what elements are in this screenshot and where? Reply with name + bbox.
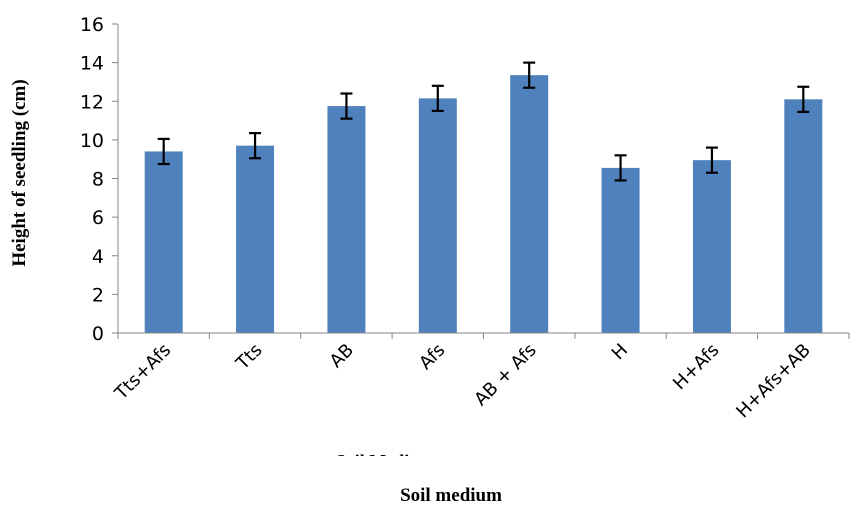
bar-2: [236, 145, 275, 333]
bar-5: [510, 75, 549, 333]
y-tick-label: 6: [92, 207, 104, 229]
x-tick-label: Tts: [232, 340, 267, 375]
x-tick-label: H+Afs: [669, 340, 723, 394]
bar-6: [601, 167, 640, 333]
y-tick-label: 14: [80, 53, 104, 75]
error-bars: [157, 61, 810, 182]
y-tick-label: 2: [92, 284, 104, 306]
y-tick-label: 0: [92, 323, 104, 345]
x-axis-ticks: Tts+Afs Tts AB Afs AB + Afs H H+Afs H+Afs+AB: [110, 333, 850, 423]
x-tick-label: Tts+Afs: [110, 340, 175, 405]
axes: [117, 24, 849, 334]
bar-1: [144, 151, 183, 333]
y-tick-label: 16: [80, 14, 104, 36]
bar-8: [784, 99, 823, 333]
y-axis-title: Height of seedling (cm): [9, 79, 30, 266]
x-tick-label: AB + Afs: [470, 340, 540, 410]
bar-4: [418, 98, 457, 334]
bars: [144, 75, 823, 334]
bar-7: [692, 160, 731, 333]
x-tick-label: H+Afs+AB: [732, 340, 815, 423]
x-axis-title: Soil medium: [400, 485, 502, 506]
y-tick-label: 12: [80, 91, 104, 113]
x-tick-label: H: [608, 340, 632, 364]
ghost-title-mask: [300, 456, 480, 476]
x-tick-label: AB: [326, 340, 358, 372]
y-tick-label: 4: [92, 246, 104, 268]
bar-3: [327, 106, 366, 333]
y-axis-ticks: 0 2 4 6 8 10 12 14 16: [80, 14, 118, 345]
y-tick-label: 8: [92, 169, 104, 191]
x-tick-label: Afs: [415, 340, 449, 374]
y-tick-label: 10: [80, 130, 104, 152]
